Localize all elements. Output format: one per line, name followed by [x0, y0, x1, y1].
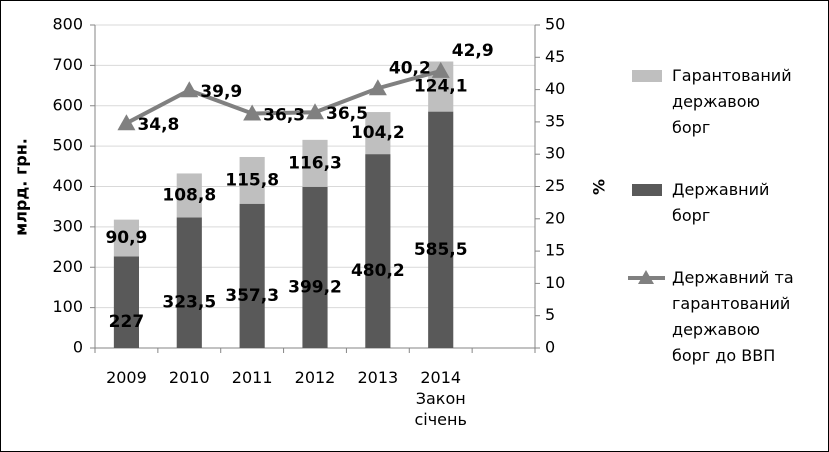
legend-label: Державний та гарантований державою борг до … [672, 268, 794, 365]
bar [176, 217, 202, 348]
x-tick-label: 2009 [106, 368, 147, 387]
line-marker [306, 103, 324, 120]
legend-swatch [632, 70, 662, 82]
x-tick-label: 2013 [357, 368, 398, 387]
bar [176, 173, 202, 218]
bar [239, 156, 265, 204]
data-label: 39,9 [200, 82, 242, 102]
bar [239, 203, 265, 348]
x-tick-label: 2010 [169, 368, 210, 387]
bar [113, 256, 139, 348]
legend-marker [638, 270, 654, 284]
y-axis-label: млрд. грн. [12, 138, 31, 236]
y2-tick-label: 45 [545, 47, 565, 66]
x-tick-label: 2014 Закон січень [414, 368, 466, 429]
data-label: 36,5 [326, 104, 368, 124]
data-label: 104,2 [351, 123, 405, 143]
y2-tick-label: 50 [545, 15, 565, 34]
y-tick-label: 700 [52, 55, 83, 74]
y2-tick-label: 20 [545, 208, 565, 227]
bar [365, 112, 391, 155]
y2-tick-label: 0 [545, 338, 555, 357]
y-tick-label: 100 [52, 297, 83, 316]
data-label: 40,2 [389, 58, 431, 78]
bar [113, 219, 139, 257]
y2-tick-label: 40 [545, 79, 565, 98]
y-tick-label: 500 [52, 136, 83, 155]
y2-tick-label: 5 [545, 305, 555, 324]
line [125, 68, 442, 125]
y-tick-label: 800 [52, 15, 83, 34]
data-label: 108,8 [162, 185, 216, 205]
line-marker [431, 61, 450, 78]
bar [302, 139, 328, 187]
data-label: 585,5 [414, 240, 468, 260]
data-label: 480,2 [351, 261, 405, 281]
data-label: 323,5 [162, 293, 216, 313]
y-tick-label: 400 [52, 176, 83, 195]
line-marker [368, 79, 387, 96]
y2-axis-label: % [590, 179, 609, 195]
bar [428, 111, 454, 349]
data-label: 90,9 [105, 228, 147, 248]
data-label: 124,1 [414, 77, 468, 97]
y2-tick-label: 15 [545, 241, 565, 260]
line-marker [243, 104, 262, 121]
y2-tick-label: 10 [545, 273, 565, 292]
y2-tick-label: 30 [545, 144, 565, 163]
data-label: 42,9 [452, 41, 494, 61]
line-marker [180, 81, 199, 98]
legend-label: Державний борг [672, 180, 769, 225]
data-label: 116,3 [288, 153, 342, 173]
line-marker [117, 114, 136, 131]
y-tick-label: 300 [52, 216, 83, 235]
bar [302, 186, 328, 348]
data-label: 36,3 [263, 106, 305, 126]
data-label: 115,8 [225, 170, 279, 190]
x-tick-label: 2011 [232, 368, 273, 387]
y-tick-label: 0 [73, 338, 83, 357]
data-label: 399,2 [288, 277, 342, 297]
x-tick-label: 2012 [295, 368, 336, 387]
data-label: 357,3 [225, 286, 279, 306]
data-label: 227 [109, 312, 145, 332]
legend-label: Гарантований державою борг [672, 66, 792, 137]
legend-swatch [632, 184, 662, 196]
y2-tick-label: 25 [545, 176, 565, 195]
y2-tick-label: 35 [545, 111, 565, 130]
y-tick-label: 200 [52, 257, 83, 276]
bar [365, 154, 391, 348]
data-label: 34,8 [137, 115, 179, 135]
y-tick-label: 600 [52, 95, 83, 114]
